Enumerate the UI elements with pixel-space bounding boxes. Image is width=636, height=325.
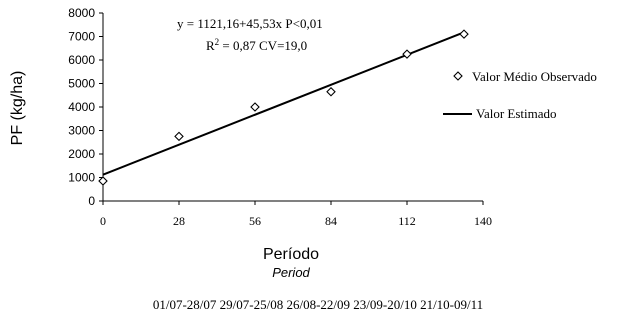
legend: Valor Médio Observado Valor Estimado xyxy=(443,69,597,121)
equation-r-value: = 0,87 CV=19,0 xyxy=(219,38,307,53)
x-tick-label: 56 xyxy=(249,214,261,228)
y-tick-label: 5000 xyxy=(68,77,95,91)
y-axis-label: PF (kg/ha) xyxy=(9,71,26,146)
observed-point xyxy=(326,86,336,97)
x-tick-label: 112 xyxy=(398,214,416,228)
equation-line-2: R2 = 0,87 CV=19,0 xyxy=(206,37,307,53)
observed-point xyxy=(98,176,108,186)
y-tick-label: 4000 xyxy=(68,100,95,114)
legend-estimated-label: Valor Estimado xyxy=(476,106,557,121)
x-axis-label: Período xyxy=(263,246,319,263)
y-tick-label: 7000 xyxy=(68,30,95,44)
y-tick-label: 1000 xyxy=(68,171,95,185)
chart-marks xyxy=(98,29,469,186)
y-tick-label: 2000 xyxy=(68,147,95,161)
x-tick-label: 84 xyxy=(325,214,337,228)
y-axis: 0 1000 2000 3000 4000 5000 6000 7000 8000 xyxy=(68,6,104,208)
x-tick-label: 0 xyxy=(100,214,106,228)
x-tick-label: 28 xyxy=(173,214,185,228)
observed-point xyxy=(402,49,412,59)
y-tick-label: 0 xyxy=(88,194,95,208)
equation-r-superscript: 2 xyxy=(215,37,220,47)
x-axis-sublabel: Period xyxy=(272,265,310,280)
x-tick-label: 140 xyxy=(474,214,492,228)
equation-line-1: y = 1121,16+45,53x P<0,01 xyxy=(177,16,323,31)
y-tick-label: 3000 xyxy=(68,124,95,138)
date-ranges: 01/07-28/07 29/07-25/08 26/08-22/09 23/0… xyxy=(153,297,483,312)
y-tick-label: 6000 xyxy=(68,53,95,67)
legend-observed-label: Valor Médio Observado xyxy=(472,69,597,84)
y-tick-label: 8000 xyxy=(68,6,95,20)
observed-point xyxy=(250,102,260,112)
observed-point xyxy=(174,131,184,142)
x-axis: 0 28 56 84 112 140 xyxy=(100,200,492,228)
equation-r: R xyxy=(206,38,215,53)
observed-point xyxy=(459,29,469,39)
regression-line xyxy=(102,31,465,176)
legend-diamond-marker xyxy=(453,71,463,81)
